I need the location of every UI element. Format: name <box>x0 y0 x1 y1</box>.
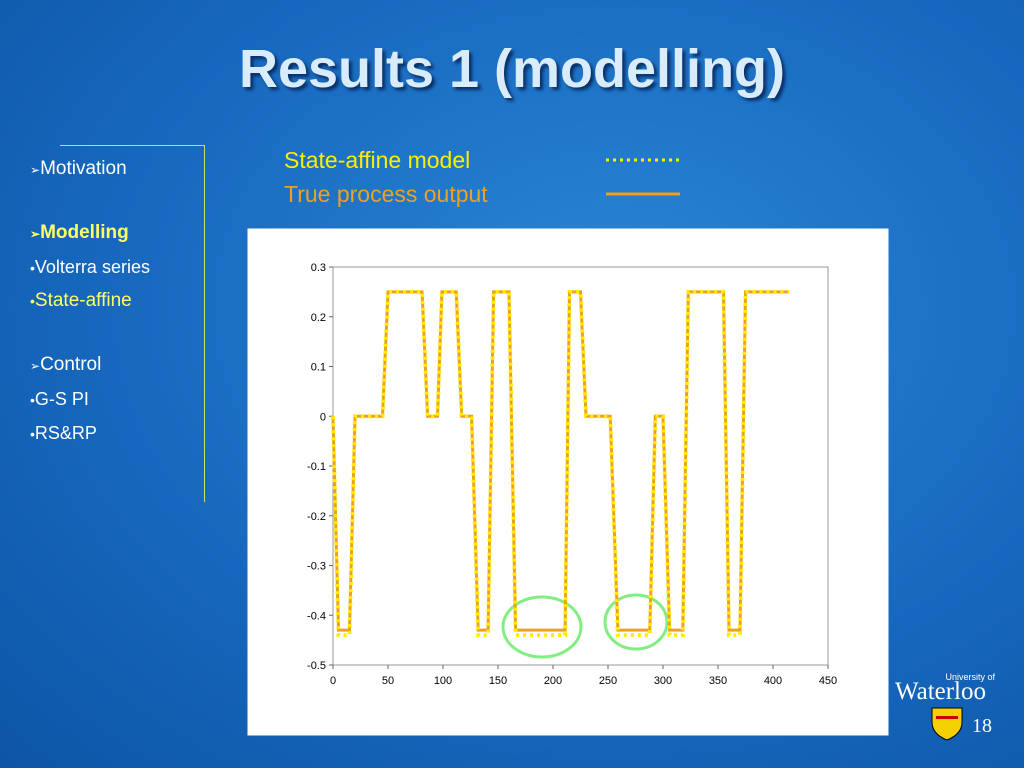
outline-item: State-affine <box>30 284 205 318</box>
x-tick-label: 250 <box>599 675 617 687</box>
highlight-circle <box>603 593 669 651</box>
outline-item: Volterra series <box>30 250 205 284</box>
page-number: 18 <box>972 715 992 737</box>
y-tick-label: 0.3 <box>311 262 326 274</box>
y-tick-label: -0.2 <box>307 511 326 523</box>
x-tick-label: 400 <box>764 675 782 687</box>
y-tick-label: -0.3 <box>307 561 326 573</box>
y-tick-label: 0.2 <box>311 312 326 324</box>
plot-area <box>332 266 829 666</box>
x-tick-label: 300 <box>654 675 672 687</box>
y-tick-label: -0.1 <box>307 461 326 473</box>
outline-item: Modelling <box>30 216 205 250</box>
y-tick-label: 0.1 <box>311 362 326 374</box>
y-tick-label: -0.4 <box>307 610 326 622</box>
logo: University of Waterloo <box>895 672 995 706</box>
outline-item: G-S PI <box>30 382 205 416</box>
highlight-circle <box>501 595 583 659</box>
outline-item: Control <box>30 348 205 382</box>
x-tick-label: 200 <box>544 675 562 687</box>
x-tick-label: 450 <box>819 675 837 687</box>
slide-title: Results 1 (modelling) <box>238 39 786 99</box>
x-tick-label: 350 <box>709 675 727 687</box>
legend-label: True process output <box>284 181 488 207</box>
outline: Motivation ModellingVolterra seriesState-… <box>30 152 205 450</box>
x-tick-label: 100 <box>434 675 452 687</box>
y-tick-label: 0 <box>320 411 326 423</box>
logo-top: University of <box>945 672 995 682</box>
logo-name: Waterloo <box>895 678 987 705</box>
outline-item: Motivation <box>30 152 205 186</box>
x-tick-label: 150 <box>489 675 507 687</box>
logo-shield <box>931 707 963 741</box>
divider <box>60 145 205 146</box>
outline-item: RS&RP <box>30 416 205 450</box>
divider <box>204 145 205 502</box>
legend-label: State-affine model <box>284 147 470 173</box>
y-tick-label: -0.5 <box>307 660 326 672</box>
series-line <box>331 289 790 638</box>
x-tick-label: 0 <box>330 675 336 687</box>
x-tick-label: 50 <box>382 675 394 687</box>
